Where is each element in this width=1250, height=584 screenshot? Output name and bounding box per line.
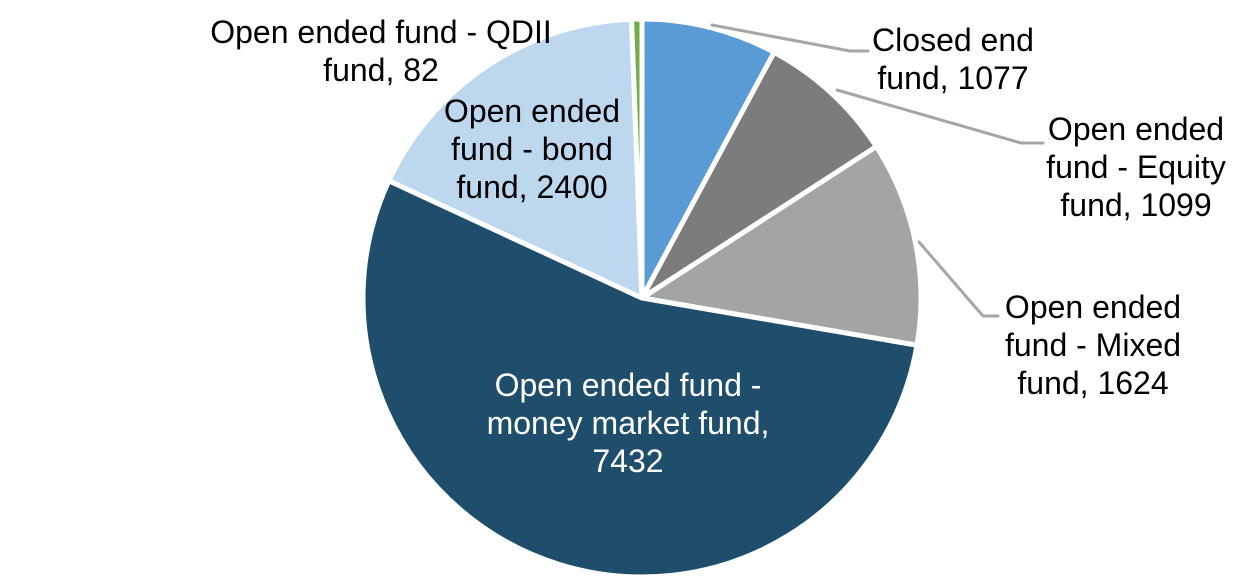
data-label-line: fund, 82 — [323, 52, 439, 88]
data-label-open-ended-fund-bond-fund: Open ended fund - bond fund, 2400 — [432, 92, 632, 206]
data-label-line: Open ended fund - QDII — [210, 14, 552, 50]
data-label-open-ended-fund-qdii-fund: Open ended fund - QDII fund, 82 — [196, 13, 566, 89]
data-label-line: Open ended — [443, 93, 621, 129]
pie-slice-open-ended-fund-equity-fund — [639, 49, 879, 301]
data-label-line: Closed end — [872, 22, 1034, 58]
data-label-line: 7432 — [592, 443, 664, 479]
pie-slice-open-ended-fund-mixed-fund — [639, 144, 924, 348]
data-label-closed-end-fund: Closed end fund, 1077 — [853, 21, 1053, 97]
data-label-line: money market fund, — [486, 405, 770, 441]
data-label-line: fund, 1077 — [877, 60, 1029, 96]
data-label-line: fund - bond — [451, 131, 613, 167]
pie-slice-open-ended-fund-bond-fund — [386, 16, 645, 301]
data-label-line: Open ended — [1047, 111, 1225, 147]
data-label-line: fund, 1099 — [1060, 187, 1212, 223]
pie-slice-closed-end-fund — [639, 16, 777, 301]
data-label-open-ended-fund-money-market-fund: Open ended fund - money market fund, 7432 — [450, 366, 806, 480]
data-label-open-ended-fund-mixed-fund: Open ended fund - Mixed fund, 1624 — [993, 288, 1193, 402]
pie-slice-open-ended-fund-money-market-fund — [360, 178, 920, 580]
data-label-line: fund, 2400 — [456, 169, 608, 205]
data-label-line: Open ended fund - — [494, 367, 762, 403]
data-label-line: fund - Equity — [1046, 149, 1226, 185]
leader-line — [835, 88, 1045, 145]
data-label-line: fund - Mixed — [1004, 327, 1182, 363]
leader-line — [917, 240, 1000, 318]
pie-slice-open-ended-fund-qdii-fund — [629, 16, 645, 301]
data-label-line: Open ended — [1004, 289, 1182, 325]
leader-line — [710, 23, 870, 53]
data-label-open-ended-fund-equity-fund: Open ended fund - Equity fund, 1099 — [1036, 110, 1236, 224]
data-label-line: fund, 1624 — [1017, 365, 1169, 401]
